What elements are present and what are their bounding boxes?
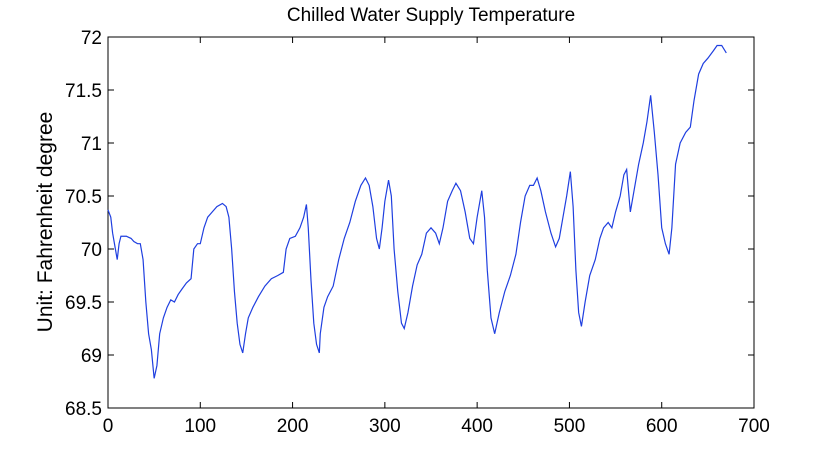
x-tick-label: 300 [369, 416, 401, 437]
y-axis-label: Unit: Fahrenheit degree [34, 112, 57, 333]
y-tick-label: 72 [81, 28, 102, 49]
y-tick-label: 71 [81, 134, 102, 155]
axes-box [107, 36, 755, 409]
x-tick-label: 700 [738, 416, 770, 437]
data-line [107, 44, 727, 379]
x-tick-label: 0 [103, 416, 114, 437]
x-tick-label: 200 [277, 416, 309, 437]
x-tick-label: 400 [461, 416, 493, 437]
y-tick-label: 70.5 [65, 187, 102, 208]
y-tick-label: 71.5 [65, 81, 102, 102]
x-tick-label: 100 [184, 416, 216, 437]
x-tick-label: 500 [554, 416, 586, 437]
x-tick-label: 600 [646, 416, 678, 437]
y-tick-label: 70 [81, 240, 102, 261]
chart-title: Chilled Water Supply Temperature [287, 5, 575, 26]
y-tick-label: 68.5 [65, 399, 102, 420]
y-tick-label: 69 [81, 346, 102, 367]
y-tick-label: 69.5 [65, 293, 102, 314]
